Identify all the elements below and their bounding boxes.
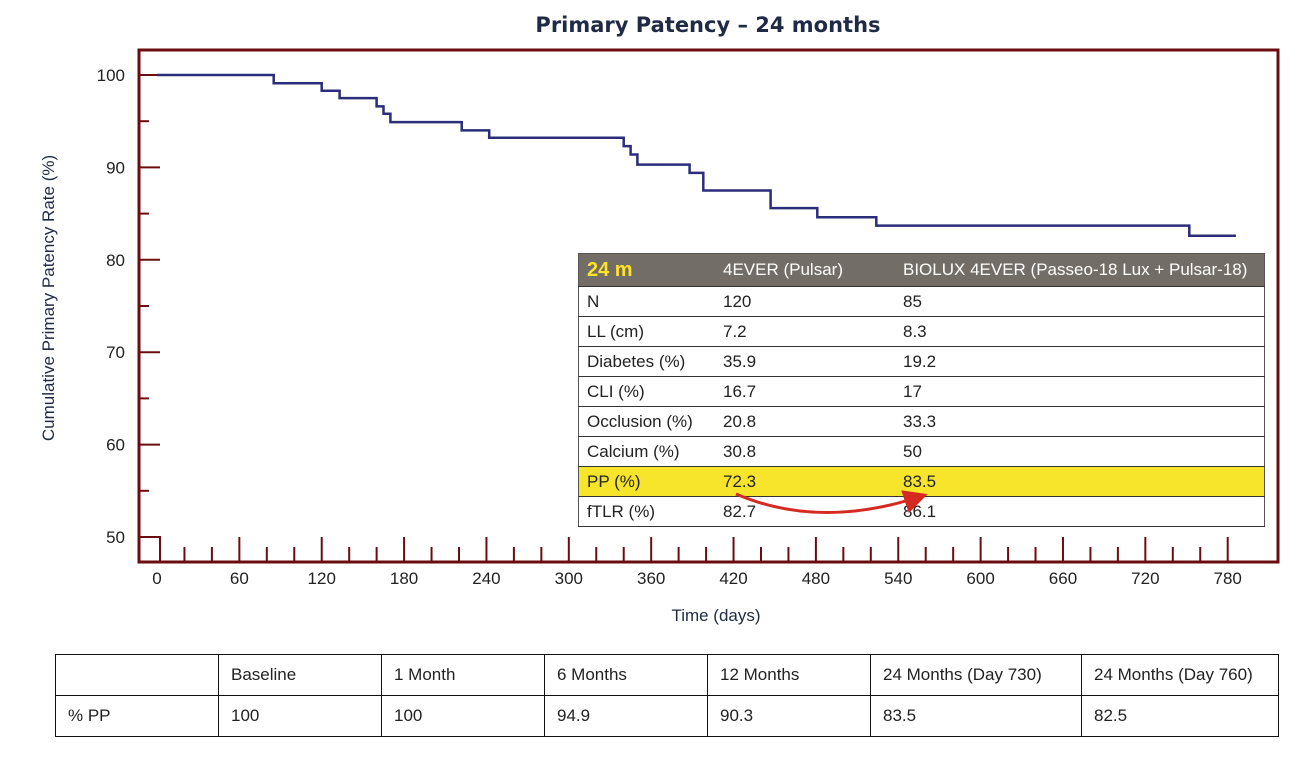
summary-cell: 82.5	[1081, 695, 1279, 737]
x-axis-label: Time (days)	[671, 606, 760, 625]
x-tick-label: 600	[966, 569, 994, 588]
summary-header: 6 Months	[544, 654, 708, 696]
y-axis-label: Cumulative Primary Patency Rate (%)	[39, 155, 58, 441]
row-label: PP (%)	[578, 466, 715, 497]
header-col-1: 4EVER (Pulsar)	[715, 253, 895, 287]
table-row: fTLR (%) 82.7 86.1	[578, 496, 1265, 527]
summary-cell: % PP	[55, 695, 219, 737]
comparison-table: 24 m 4EVER (Pulsar) BIOLUX 4EVER (Passeo…	[578, 253, 1265, 527]
row-value-1: 120	[715, 286, 895, 317]
row-label: N	[578, 286, 715, 317]
chart-title: Primary Patency – 24 months	[535, 13, 880, 37]
x-tick-label: 120	[308, 569, 336, 588]
x-tick-label: 180	[390, 569, 418, 588]
summary-header: 1 Month	[381, 654, 545, 696]
x-tick-label: 240	[472, 569, 500, 588]
x-tick-label: 540	[884, 569, 912, 588]
summary-cell: 83.5	[870, 695, 1082, 737]
y-tick-label: 80	[106, 251, 125, 270]
row-value-2: 85	[895, 286, 1265, 317]
table-row: Occlusion (%) 20.8 33.3	[578, 406, 1265, 437]
summary-cell: 94.9	[544, 695, 708, 737]
header-period: 24 m	[578, 253, 715, 287]
x-tick-label: 60	[230, 569, 249, 588]
summary-header-row: Baseline 1 Month 6 Months 12 Months 24 M…	[55, 654, 1279, 696]
row-label: Occlusion (%)	[578, 406, 715, 437]
x-tick-label: 0	[152, 569, 161, 588]
row-value-1: 82.7	[715, 496, 895, 527]
origin-tick	[139, 536, 161, 562]
kaplan-meier-chart: Primary Patency – 24 months 100 90 80 70 60 5…	[39, 13, 1280, 625]
row-value-1: 72.3	[715, 466, 895, 497]
x-tick-label: 660	[1049, 569, 1077, 588]
row-value-1: 7.2	[715, 316, 895, 347]
x-minor-ticks	[139, 536, 1202, 562]
row-label: fTLR (%)	[578, 496, 715, 527]
y-tick-label: 60	[106, 436, 125, 455]
table-row: Calcium (%) 30.8 50	[578, 436, 1265, 467]
table-row: Diabetes (%) 35.9 19.2	[578, 346, 1265, 377]
row-label: LL (cm)	[578, 316, 715, 347]
table-row: CLI (%) 16.7 17	[578, 376, 1265, 407]
summary-table: Baseline 1 Month 6 Months 12 Months 24 M…	[55, 654, 1279, 737]
row-value-2: 19.2	[895, 346, 1265, 377]
row-value-2: 8.3	[895, 316, 1265, 347]
survival-curve	[157, 73, 1236, 238]
summary-header: Baseline	[218, 654, 382, 696]
x-tick-label: 480	[802, 569, 830, 588]
row-value-2: 17	[895, 376, 1265, 407]
summary-header: 12 Months	[707, 654, 871, 696]
row-value-1: 20.8	[715, 406, 895, 437]
x-tick-label: 420	[719, 569, 747, 588]
summary-header	[55, 654, 219, 696]
row-value-2: 33.3	[895, 406, 1265, 437]
row-value-2: 86.1	[895, 496, 1265, 527]
comparison-table-header: 24 m 4EVER (Pulsar) BIOLUX 4EVER (Passeo…	[578, 253, 1265, 287]
row-value-1: 16.7	[715, 376, 895, 407]
x-tick-label: 780	[1214, 569, 1242, 588]
row-value-1: 30.8	[715, 436, 895, 467]
x-tick-label: 360	[637, 569, 665, 588]
summary-cell: 100	[381, 695, 545, 737]
summary-data-row: % PP 100 100 94.9 90.3 83.5 82.5	[55, 695, 1279, 737]
x-tick-label: 300	[555, 569, 583, 588]
table-row-highlighted: PP (%) 72.3 83.5	[578, 466, 1265, 497]
y-tick-labels: 100 90 80 70 60 50	[97, 66, 160, 547]
summary-header: 24 Months (Day 760)	[1081, 654, 1279, 696]
y-minor-ticks	[139, 120, 149, 492]
y-tick-label: 100	[97, 66, 125, 85]
row-label: CLI (%)	[578, 376, 715, 407]
summary-header: 24 Months (Day 730)	[870, 654, 1082, 696]
x-tick-label: 720	[1131, 569, 1159, 588]
row-label: Diabetes (%)	[578, 346, 715, 377]
y-tick-label: 90	[106, 158, 125, 177]
row-label: Calcium (%)	[578, 436, 715, 467]
x-tick-labels: 0 60 120 180 240 300 360 420 480 540 600 660 720 780	[152, 537, 1242, 588]
header-col-2: BIOLUX 4EVER (Passeo-18 Lux + Pulsar-18)	[895, 253, 1265, 287]
y-tick-label: 50	[106, 528, 125, 547]
summary-cell: 90.3	[707, 695, 871, 737]
row-value-2: 83.5	[895, 466, 1265, 497]
y-tick-label: 70	[106, 343, 125, 362]
summary-cell: 100	[218, 695, 382, 737]
table-row: LL (cm) 7.2 8.3	[578, 316, 1265, 347]
row-value-1: 35.9	[715, 346, 895, 377]
row-value-2: 50	[895, 436, 1265, 467]
table-row: N 120 85	[578, 286, 1265, 317]
